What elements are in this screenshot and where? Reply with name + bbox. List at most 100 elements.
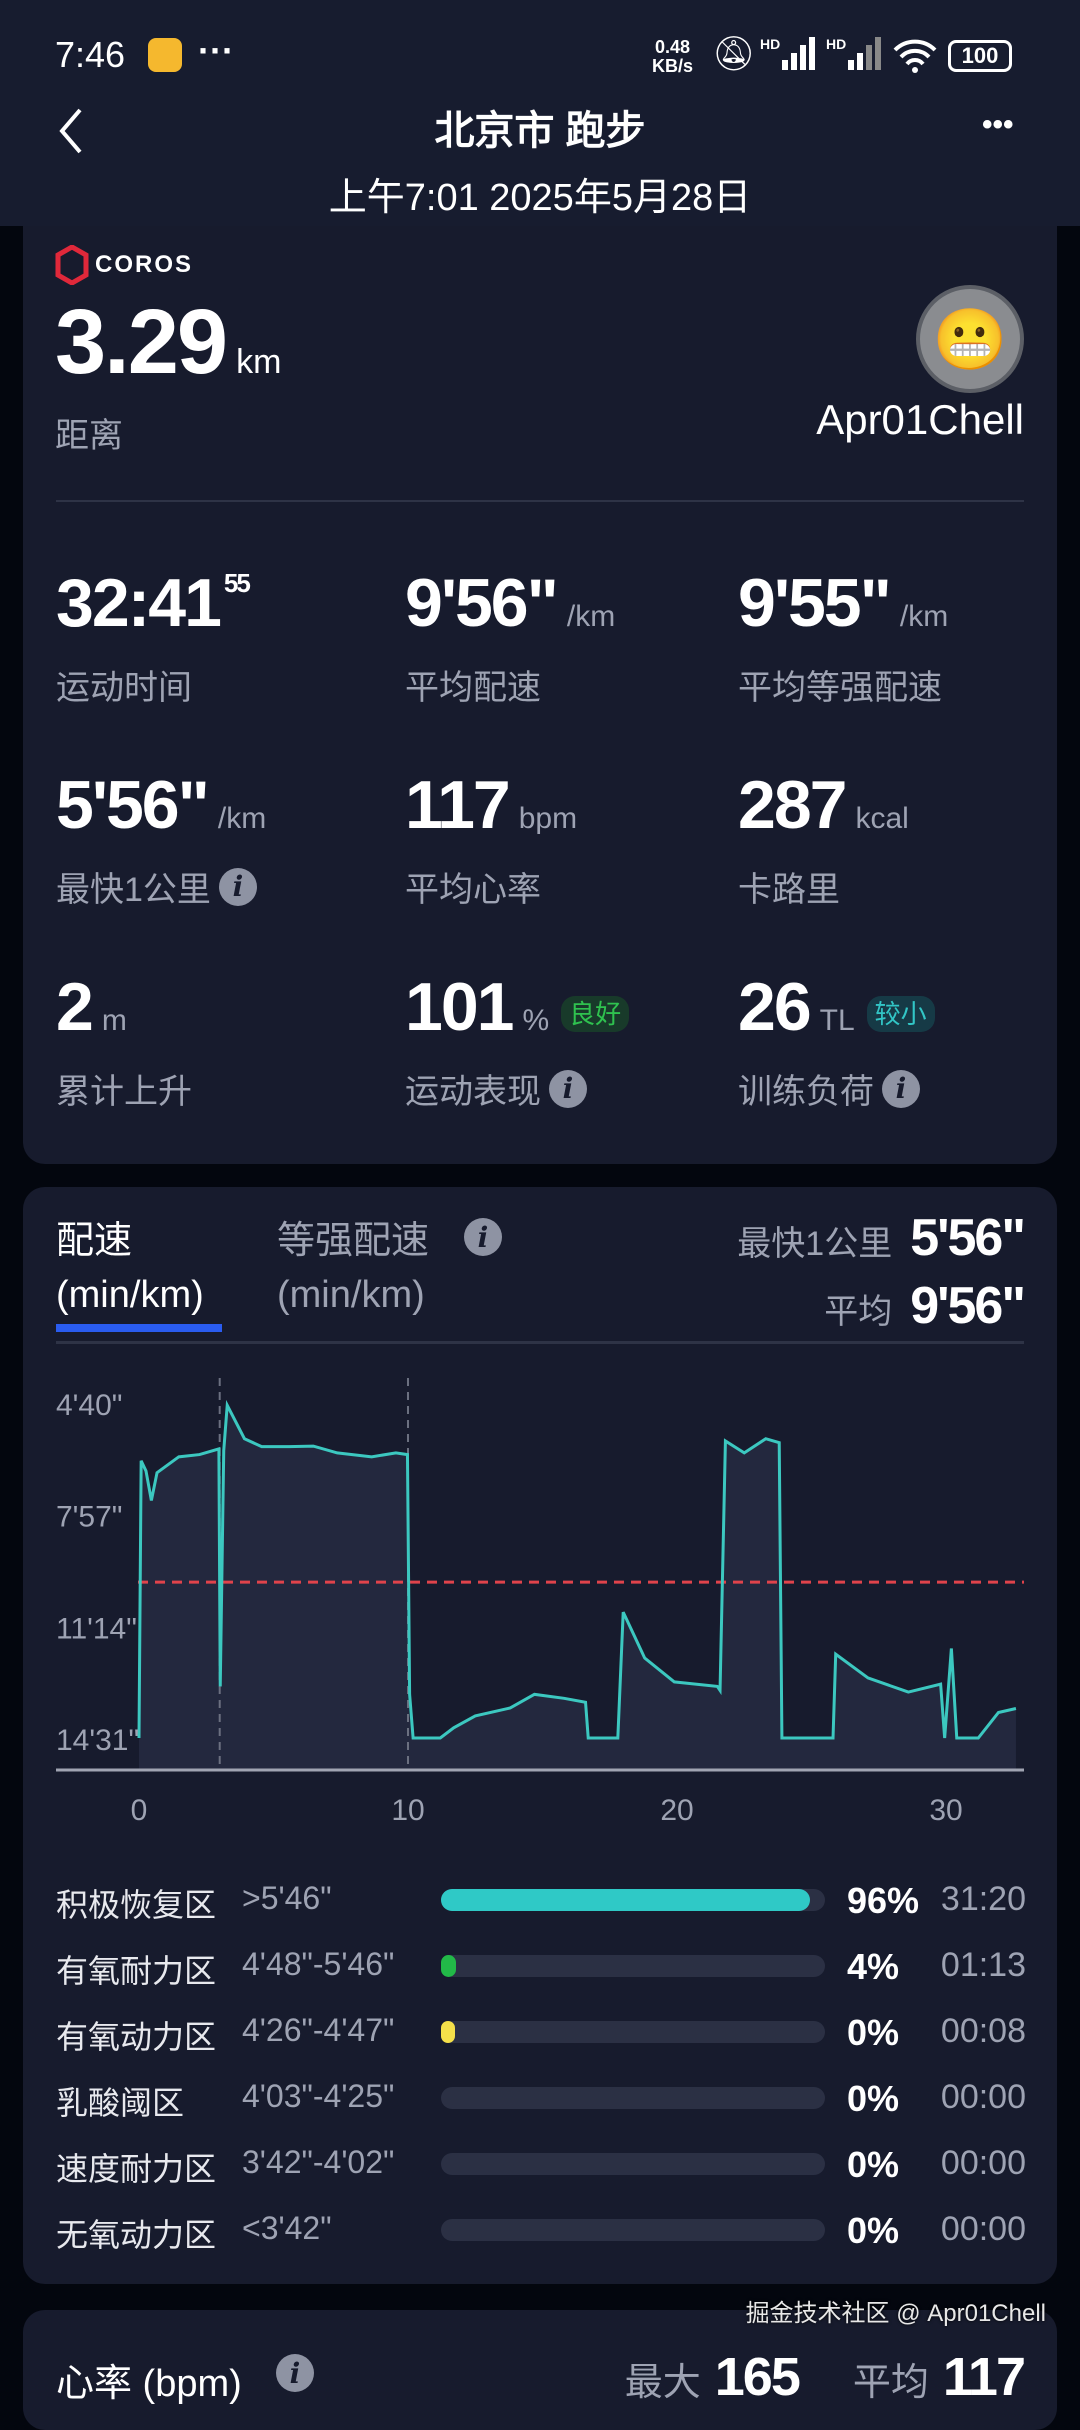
- x-tick-label: 10: [391, 1794, 424, 1827]
- zone-time: 00:08: [940, 2012, 1026, 2050]
- stat-value: 101% 良好: [405, 968, 630, 1046]
- zone-range: 4'48"-5'46": [242, 1946, 395, 1982]
- stat-value: 32:41 55: [56, 565, 251, 641]
- username: Apr01Chell: [816, 396, 1024, 443]
- coros-logo: COROS: [55, 245, 193, 285]
- zone-range: 4'03"-4'25": [242, 2078, 395, 2114]
- y-tick-label: 14'31": [56, 1724, 139, 1757]
- stat-label: 运动时间: [56, 669, 192, 707]
- zone-row: 速度耐力区 3'42"-4'02" 0% 00:00: [56, 2144, 1026, 2187]
- average-pace: 平均 9'56": [824, 1277, 1026, 1335]
- zone-row: 有氧耐力区 4'48"-5'46" 4% 01:13: [56, 1946, 1026, 1989]
- x-tick-label: 20: [660, 1794, 693, 1827]
- tab-grade-adjusted-pace[interactable]: 等强配速 (min/km): [277, 1220, 430, 1316]
- zone-percent: 0%: [847, 2012, 900, 2053]
- x-tick-label: 0: [131, 1794, 148, 1827]
- zone-bar: [441, 2153, 825, 2175]
- zone-row: 乳酸阈区 4'03"-4'25" 0% 00:00: [56, 2078, 1026, 2121]
- divider: [56, 1341, 1024, 1344]
- activity-datetime: 上午7:01 2025年5月28日: [328, 177, 752, 219]
- stat-label: 训练负荷 i: [738, 1064, 920, 1113]
- page-title: 北京市 跑步: [434, 109, 646, 153]
- top-bar: [0, 0, 1080, 226]
- zone-time: 00:00: [940, 2144, 1026, 2182]
- zone-name: 乳酸阈区: [56, 2085, 185, 2121]
- zone-name: 无氧动力区: [56, 2217, 217, 2253]
- zone-bar-fill: [441, 2021, 455, 2043]
- more-options-button[interactable]: •••: [982, 108, 1014, 141]
- zone-percent: 0%: [847, 2078, 900, 2119]
- info-icon[interactable]: i: [276, 2354, 314, 2392]
- distance-label: 距离: [55, 417, 123, 455]
- zone-time: 31:20: [940, 1880, 1026, 1918]
- zone-name: 有氧耐力区: [56, 1953, 217, 1989]
- zone-time: 01:13: [940, 1946, 1026, 1984]
- zone-percent: 0%: [847, 2144, 900, 2185]
- watermark: 掘金技术社区 @ Apr01Chell: [745, 2300, 1046, 2327]
- pace-chart[interactable]: 4'40" 7'57" 11'14" 14'31" 0 10 20 30: [0, 1360, 1080, 1830]
- zone-row: 积极恢复区 >5'46" 96% 31:20: [56, 1880, 1026, 1923]
- zone-percent: 4%: [847, 1946, 900, 1987]
- info-icon[interactable]: i: [549, 1069, 587, 1108]
- stat-value: 287 kcal: [738, 767, 909, 843]
- zone-bar: [441, 1955, 825, 1977]
- stat-value: 9'55"/km: [738, 565, 949, 641]
- stat-value: 26 TL 较小: [738, 968, 935, 1046]
- wifi-icon: [893, 39, 937, 73]
- zone-name: 速度耐力区: [56, 2151, 217, 2187]
- y-tick-label: 4'40": [56, 1389, 122, 1422]
- zone-bar-fill: [441, 1955, 457, 1977]
- zone-bar: [441, 1889, 825, 1911]
- zone-percent: 0%: [847, 2210, 900, 2251]
- stat-value: 5'56"/km: [56, 767, 267, 843]
- zone-range: <3'42": [242, 2210, 332, 2246]
- heart-rate-title: 心率 (bpm): [56, 2363, 242, 2405]
- bell-muted-icon: 🔕︎: [712, 35, 756, 73]
- network-speed: 0.48 KB/s: [652, 37, 694, 76]
- y-tick-label: 7'57": [56, 1501, 122, 1534]
- stat-label: 运动表现 i: [405, 1064, 587, 1113]
- status-more-icon: ···: [198, 30, 234, 71]
- info-icon[interactable]: i: [464, 1218, 502, 1256]
- back-button[interactable]: [56, 106, 86, 156]
- status-badge: 较小: [866, 995, 935, 1032]
- zone-range: 3'42"-4'02": [242, 2144, 395, 2180]
- pace-area: [139, 1405, 1016, 1770]
- heart-rate-summary: 最大 165 平均 117: [624, 2347, 1026, 2407]
- zone-percent: 96%: [847, 1880, 920, 1921]
- status-badge: 良好: [561, 995, 630, 1032]
- active-tab-indicator: [56, 1324, 222, 1332]
- zone-bar: [441, 2219, 825, 2241]
- status-time: 7:46: [55, 34, 126, 75]
- signal-icon-2: HD: [826, 36, 882, 70]
- zone-bar-fill: [441, 1889, 810, 1911]
- zone-range: >5'46": [242, 1880, 332, 1916]
- fastest-km: 最快1公里 5'56": [737, 1209, 1026, 1267]
- x-tick-label: 30: [929, 1794, 962, 1827]
- stat-value: 117 bpm: [405, 767, 578, 843]
- zone-row: 无氧动力区 <3'42" 0% 00:00: [56, 2210, 1026, 2253]
- stat-label: 累计上升: [56, 1073, 192, 1111]
- stat-label: 平均等强配速: [738, 669, 942, 707]
- zone-name: 积极恢复区: [56, 1887, 217, 1923]
- tab-pace[interactable]: 配速 (min/km): [56, 1220, 204, 1316]
- zone-time: 00:00: [940, 2210, 1026, 2248]
- stat-value: 9'56"/km: [405, 565, 616, 641]
- y-tick-label: 11'14": [56, 1612, 137, 1645]
- battery-icon: 100: [948, 40, 1012, 72]
- zone-bar: [441, 2087, 825, 2109]
- zone-time: 00:00: [940, 2078, 1026, 2116]
- pace-line: [137, 1399, 1017, 1740]
- zone-bar: [441, 2021, 825, 2043]
- zone-row: 有氧动力区 4'26"-4'47" 0% 00:08: [56, 2012, 1026, 2055]
- distance-value: 3.29 km: [55, 291, 282, 393]
- stat-label: 最快1公里 i: [56, 862, 257, 911]
- info-icon[interactable]: i: [882, 1069, 920, 1108]
- signal-icon-1: HD: [760, 36, 816, 70]
- info-icon[interactable]: i: [218, 867, 257, 906]
- avatar[interactable]: 😬: [916, 285, 1024, 393]
- stat-label: 平均心率: [405, 871, 541, 909]
- zone-range: 4'26"-4'47": [242, 2012, 395, 2048]
- zone-name: 有氧动力区: [56, 2019, 217, 2055]
